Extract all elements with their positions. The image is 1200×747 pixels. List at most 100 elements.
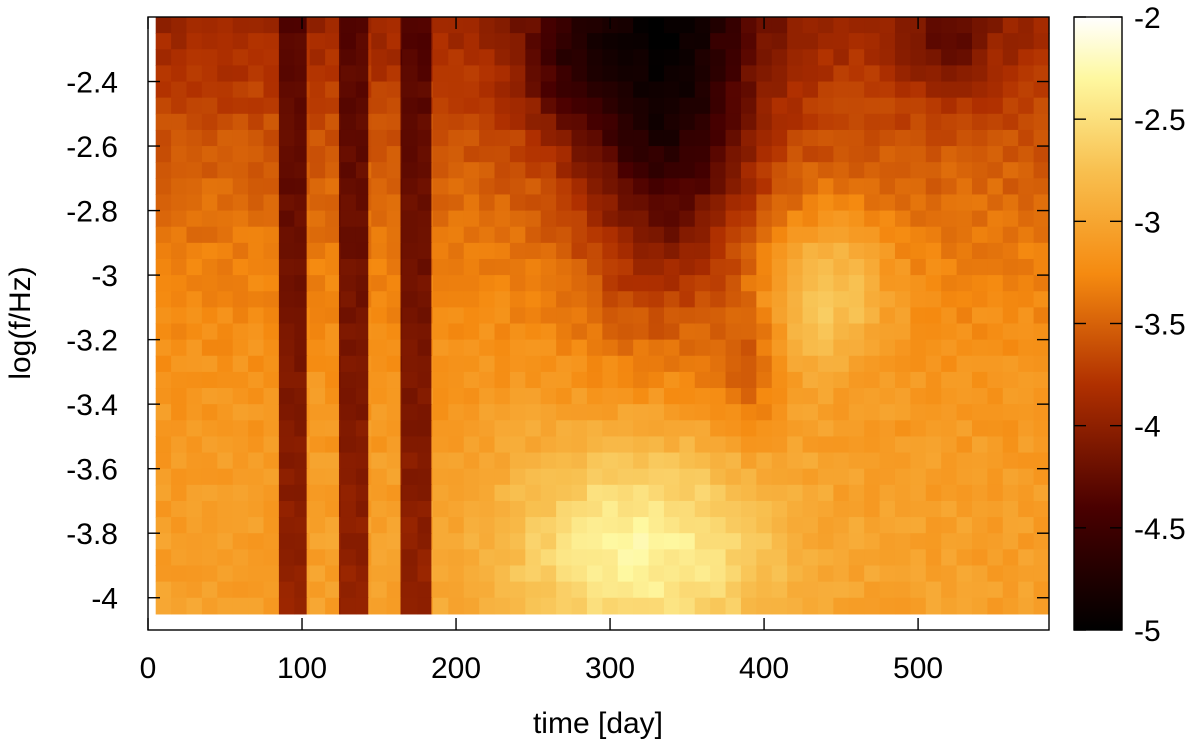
heatmap-cell [756,517,773,534]
heatmap-cell [925,597,942,615]
heatmap-cell [232,146,249,163]
heatmap-cell [710,484,727,502]
heatmap-cell [571,226,588,244]
heatmap-cell [725,129,742,147]
heatmap-cell [787,210,804,228]
heatmap-cell [925,307,942,325]
heatmap-cell [325,404,339,421]
heatmap-cell [448,275,465,292]
heatmap-cell [525,339,542,357]
heatmap-cell [371,517,388,534]
heatmap-cell [771,581,788,599]
heatmap-cell [201,355,218,373]
heatmap-cell [679,436,696,454]
heatmap-cell [648,517,665,534]
heatmap-cell [368,178,372,196]
heatmap-cell [448,355,465,373]
heatmap-cell [879,404,896,421]
heatmap-cell [971,452,988,470]
heatmap-cell [463,242,480,260]
heatmap-cell [263,371,280,389]
heatmap-cell [371,404,388,421]
heatmap-cell [817,371,834,389]
heatmap-cell [248,355,265,373]
heatmap-cell [201,129,218,147]
heatmap-cell [679,597,696,615]
heatmap-cell [368,549,372,567]
heatmap-cell [787,468,804,486]
heatmap-cell [1018,210,1035,228]
heatmap-cell [171,210,188,228]
heatmap-cell [817,307,834,325]
heatmap-cell [1033,565,1050,583]
heatmap-cell [306,275,311,292]
heatmap-cell [879,323,896,341]
heatmap-cell [802,242,819,260]
heatmap-cell [802,452,819,470]
heatmap-cell [355,500,369,518]
heatmap-cell [540,275,557,292]
heatmap-cell [848,436,865,454]
heatmap-cell [817,436,834,454]
heatmap-cell [479,452,496,470]
heatmap-cell [386,210,402,228]
heatmap-cell [602,371,619,389]
heatmap-cell [1002,242,1019,260]
heatmap-cell [910,242,927,260]
heatmap-cell [864,210,881,228]
heatmap-cell [325,597,339,615]
heatmap-cell [987,291,1004,308]
heatmap-cell [432,452,449,470]
heatmap-cell [771,81,788,99]
heatmap-cell [186,565,203,583]
heatmap-cell [337,129,340,147]
heatmap-cell [925,194,942,212]
heatmap-cell [802,549,819,567]
heatmap-cell [663,81,680,99]
heatmap-cell [155,517,172,534]
heatmap-cell [201,484,218,502]
heatmap-cell [355,371,369,389]
heatmap-cell [556,420,573,438]
heatmap-cell [802,355,819,373]
heatmap-cell [479,517,496,534]
plot-frame [147,16,1050,631]
heatmap-cell [525,275,542,292]
heatmap-cell [525,33,542,50]
heatmap-cell [155,355,172,373]
heatmap-cell [340,210,357,228]
heatmap-cell [309,355,326,373]
heatmap-cell [894,113,911,131]
heatmap-cell [648,436,665,454]
heatmap-cell [402,371,419,389]
heatmap-cell [509,178,526,196]
heatmap-cell [355,210,369,228]
heatmap-cell [155,178,172,196]
heatmap-cell [232,404,249,421]
heatmap-cell [431,581,434,599]
heatmap-cell [325,307,339,325]
heatmap-cell [1018,468,1035,486]
heatmap-cell [400,484,403,502]
heatmap-cell [400,129,403,147]
heatmap-cell [864,339,881,357]
heatmap-cell [571,242,588,260]
heatmap-cell [571,355,588,373]
heatmap-cell [171,500,188,518]
heatmap-cell [787,307,804,325]
heatmap-cell [725,484,742,502]
heatmap-cell [448,291,465,308]
heatmap-cell [725,533,742,550]
heatmap-cell [1033,33,1050,50]
heatmap-cell [894,452,911,470]
heatmap-cell [402,323,419,341]
heatmap-cell [432,339,449,357]
heatmap-cell [771,146,788,163]
heatmap-cell [463,129,480,147]
heatmap-cell [663,323,680,341]
heatmap-cell [848,307,865,325]
heatmap-cell [894,581,911,599]
heatmap-cell [248,500,265,518]
heatmap-cell [956,420,973,438]
heatmap-cell [248,468,265,486]
